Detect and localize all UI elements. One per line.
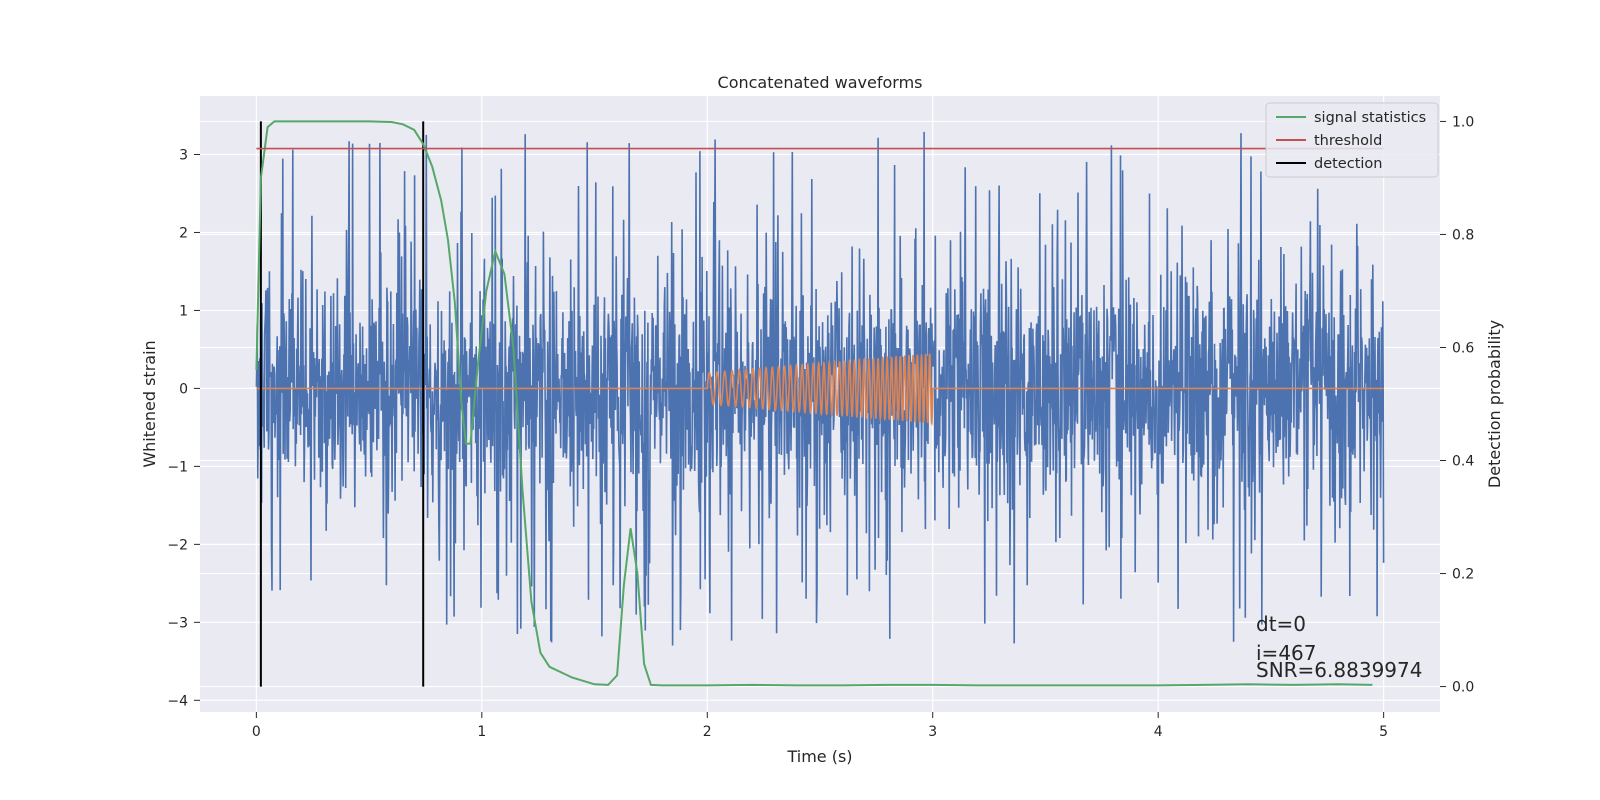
y-right-tick-label: 0.4 — [1452, 454, 1474, 470]
annotation-text: dt=0 — [1256, 612, 1306, 636]
chart-title: Concatenated waveforms — [718, 73, 923, 92]
y-right-tick-label: 1.0 — [1452, 114, 1474, 130]
x-tick-label: 4 — [1154, 724, 1163, 740]
x-tick-label: 3 — [928, 724, 937, 740]
y-left-tick-label: 1 — [179, 303, 188, 319]
series-whitened-strain — [255, 131, 1385, 646]
legend-label: threshold — [1314, 133, 1382, 149]
y-axis-label-right: Detection probability — [1485, 320, 1504, 488]
ticks: 0 1 2 3 4 5 −4 −3 −2 −1 0 1 2 3 0.0 0.2 0.4 0.6 0.8 1.0 — [167, 114, 1474, 740]
legend-box — [1265, 102, 1439, 178]
series-layer — [255, 120, 1385, 687]
x-axis-label: Time (s) — [786, 747, 852, 766]
y-left-tick-label: 3 — [179, 147, 188, 163]
series-signal-statistics — [255, 120, 1373, 687]
y-left-tick-label: −4 — [167, 693, 188, 709]
y-left-tick-label: −1 — [167, 459, 188, 475]
legend-label: signal statistics — [1314, 110, 1426, 126]
series-injected-waveform — [256, 353, 1384, 427]
y-left-tick-label: −3 — [167, 615, 188, 631]
y-right-tick-label: 0.2 — [1452, 567, 1474, 583]
x-tick-label: 1 — [477, 724, 486, 740]
x-tick-label: 0 — [252, 724, 261, 740]
y-axis-label-left: Whitened strain — [140, 340, 159, 467]
y-right-tick-label: 0.0 — [1452, 680, 1474, 696]
annotation-text: i=467 — [1256, 641, 1317, 665]
annotation-text: SNR=6.8839974 — [1256, 658, 1422, 682]
y-right-tick-label: 0.8 — [1452, 227, 1474, 243]
x-tick-label: 2 — [703, 724, 712, 740]
y-left-tick-label: 0 — [179, 381, 188, 397]
y-left-tick-label: −2 — [167, 537, 188, 553]
x-tick-label: 5 — [1379, 724, 1388, 740]
legend-label: detection — [1314, 156, 1382, 172]
y-left-tick-label: 2 — [179, 225, 188, 241]
y-right-tick-label: 0.6 — [1452, 340, 1474, 356]
legend: signal statistics threshold detection — [1265, 102, 1439, 178]
